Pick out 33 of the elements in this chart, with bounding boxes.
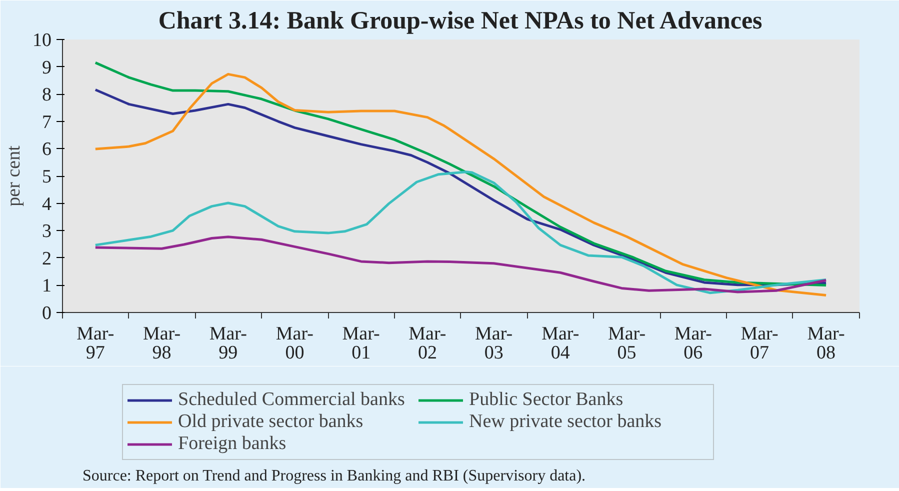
x-tick-label: Mar- 08 [807, 324, 845, 364]
x-tick-label: Mar- 00 [276, 324, 314, 364]
y-tick-label: 3 [42, 221, 52, 242]
y-tick-label: 10 [32, 30, 52, 51]
y-axis-title: per cent [4, 144, 24, 206]
x-tick-label: Mar- 01 [342, 324, 380, 364]
x-tick-label: Mar- 99 [209, 324, 247, 364]
x-tick-label: Mar- 98 [142, 324, 181, 364]
legend-label: Foreign banks [178, 433, 288, 455]
x-tick-label: Mar- 04 [542, 324, 580, 364]
x-tick-label: Mar- 06 [674, 324, 712, 364]
x-tick-label: Mar- 03 [475, 324, 513, 364]
legend-label: Public Sector Banks [469, 389, 624, 411]
y-tick-label: 6 [42, 139, 52, 160]
legend-label: New private sector banks [469, 411, 663, 433]
chart-title: Chart 3.14: Bank Group-wise Net NPAs to Net Advances [158, 8, 763, 34]
y-tick-label: 7 [42, 112, 52, 133]
line-series [94, 170, 828, 294]
y-tick-label: 5 [42, 166, 52, 188]
y-tick-label: 2 [42, 248, 52, 270]
x-tick-label: Mar- 07 [740, 324, 778, 364]
x-tick-label: Mar- 05 [608, 324, 646, 364]
y-tick-label: 9 [42, 57, 52, 78]
y-tick-label: 0 [42, 303, 52, 324]
legend-label: Scheduled Commercial banks [178, 389, 406, 411]
x-tick-label: Mar- 97 [76, 324, 114, 364]
y-tick-label: 1 [42, 276, 52, 297]
line-series [94, 236, 828, 294]
x-tick-label: Mar- 02 [408, 324, 446, 364]
y-tick-label: 8 [42, 84, 52, 106]
source-note: Source: Report on Trend and Progress in Banking and RBI (Supervisory data). [82, 468, 586, 484]
legend-label: Old private sector banks [178, 411, 364, 433]
y-tick-label: 4 [42, 194, 52, 215]
